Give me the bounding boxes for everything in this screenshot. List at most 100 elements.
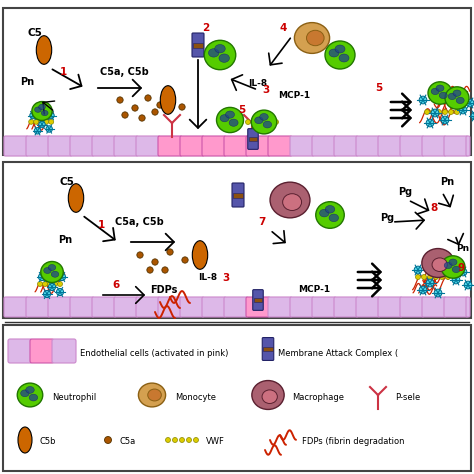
FancyBboxPatch shape: [114, 297, 138, 317]
Ellipse shape: [38, 273, 46, 281]
Ellipse shape: [335, 45, 345, 53]
FancyBboxPatch shape: [444, 136, 468, 156]
Ellipse shape: [36, 36, 52, 64]
Ellipse shape: [325, 41, 355, 69]
Text: MCP-1: MCP-1: [278, 91, 310, 100]
Text: Pn: Pn: [456, 244, 469, 253]
Text: Monocyte: Monocyte: [175, 392, 216, 401]
FancyBboxPatch shape: [48, 136, 72, 156]
Ellipse shape: [419, 286, 427, 294]
FancyBboxPatch shape: [158, 136, 182, 156]
FancyBboxPatch shape: [290, 136, 314, 156]
FancyBboxPatch shape: [180, 297, 204, 317]
FancyBboxPatch shape: [356, 136, 380, 156]
FancyBboxPatch shape: [192, 33, 204, 57]
FancyBboxPatch shape: [136, 297, 160, 317]
Text: Pg: Pg: [398, 187, 412, 197]
Text: VWF: VWF: [206, 438, 225, 447]
FancyBboxPatch shape: [92, 136, 116, 156]
FancyBboxPatch shape: [52, 339, 76, 363]
Text: 7: 7: [258, 217, 265, 227]
Ellipse shape: [316, 202, 344, 228]
FancyBboxPatch shape: [70, 136, 94, 156]
Ellipse shape: [39, 119, 44, 124]
Ellipse shape: [439, 261, 447, 269]
Ellipse shape: [246, 119, 250, 125]
Text: FDPs (fibrin degradation: FDPs (fibrin degradation: [302, 438, 404, 447]
Ellipse shape: [428, 274, 432, 280]
Text: C5a: C5a: [120, 438, 136, 447]
Ellipse shape: [466, 99, 474, 107]
FancyBboxPatch shape: [466, 136, 470, 156]
Text: Endothelial cells (activated in pink): Endothelial cells (activated in pink): [80, 348, 228, 357]
Ellipse shape: [44, 291, 51, 298]
Text: C5a, C5b: C5a, C5b: [115, 217, 164, 227]
FancyBboxPatch shape: [3, 325, 471, 471]
Ellipse shape: [145, 95, 151, 101]
Ellipse shape: [263, 121, 272, 128]
Ellipse shape: [253, 119, 257, 125]
Ellipse shape: [17, 383, 43, 407]
Ellipse shape: [44, 119, 49, 124]
Ellipse shape: [225, 119, 229, 125]
Ellipse shape: [48, 112, 54, 118]
Ellipse shape: [252, 381, 284, 410]
Ellipse shape: [238, 119, 244, 125]
Text: 5: 5: [375, 83, 382, 93]
Ellipse shape: [434, 274, 438, 280]
Ellipse shape: [452, 276, 460, 284]
Ellipse shape: [204, 40, 236, 70]
Ellipse shape: [57, 282, 63, 286]
Ellipse shape: [43, 282, 47, 286]
Ellipse shape: [449, 259, 457, 265]
Ellipse shape: [422, 248, 454, 277]
Ellipse shape: [428, 82, 452, 104]
Ellipse shape: [39, 121, 45, 128]
Text: C5: C5: [60, 177, 75, 187]
Ellipse shape: [46, 126, 53, 132]
Text: 4: 4: [280, 23, 287, 33]
Text: IL-8: IL-8: [248, 79, 267, 88]
Ellipse shape: [215, 45, 225, 53]
Ellipse shape: [41, 262, 63, 283]
Ellipse shape: [262, 390, 277, 403]
Ellipse shape: [34, 119, 39, 124]
FancyBboxPatch shape: [246, 136, 270, 156]
Text: 5: 5: [238, 105, 245, 115]
Ellipse shape: [453, 90, 461, 96]
Ellipse shape: [139, 115, 145, 121]
Ellipse shape: [38, 104, 46, 109]
FancyBboxPatch shape: [193, 43, 203, 47]
Ellipse shape: [437, 109, 441, 115]
Ellipse shape: [117, 97, 123, 103]
Ellipse shape: [18, 427, 32, 453]
Text: 3: 3: [222, 273, 229, 283]
FancyBboxPatch shape: [356, 297, 380, 317]
Ellipse shape: [459, 268, 467, 276]
Ellipse shape: [329, 214, 338, 222]
Ellipse shape: [217, 108, 244, 133]
FancyBboxPatch shape: [114, 136, 138, 156]
Ellipse shape: [445, 87, 469, 109]
Ellipse shape: [41, 110, 48, 116]
Text: 1: 1: [60, 67, 67, 77]
Ellipse shape: [193, 438, 199, 443]
Ellipse shape: [192, 241, 208, 269]
FancyBboxPatch shape: [334, 136, 358, 156]
Ellipse shape: [430, 109, 436, 115]
Text: C5a, C5b: C5a, C5b: [100, 67, 149, 77]
FancyBboxPatch shape: [466, 297, 470, 317]
Ellipse shape: [167, 249, 173, 255]
Ellipse shape: [160, 86, 176, 114]
Text: Macrophage: Macrophage: [292, 392, 344, 401]
Ellipse shape: [260, 113, 268, 120]
FancyBboxPatch shape: [26, 297, 50, 317]
Ellipse shape: [219, 54, 229, 63]
FancyBboxPatch shape: [444, 297, 468, 317]
Ellipse shape: [147, 267, 153, 273]
Text: Pn: Pn: [440, 177, 454, 187]
FancyBboxPatch shape: [48, 297, 72, 317]
FancyBboxPatch shape: [26, 136, 50, 156]
FancyBboxPatch shape: [180, 136, 204, 156]
Ellipse shape: [431, 88, 439, 95]
